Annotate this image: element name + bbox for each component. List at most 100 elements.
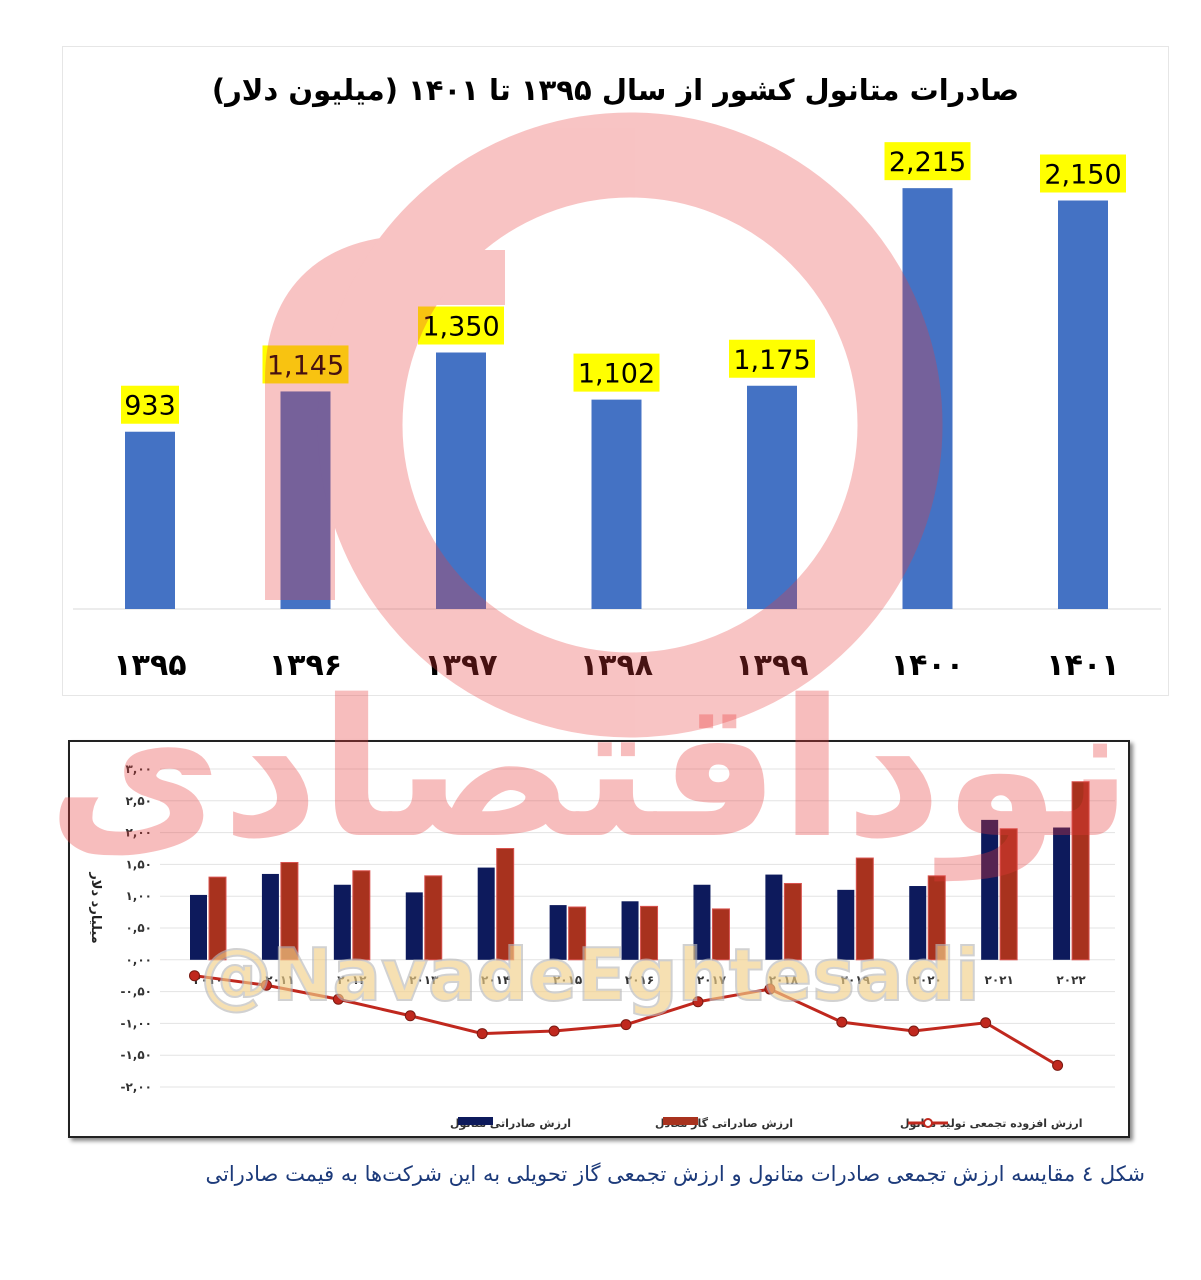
bottom-ytick-label-2: ۲,۰۰ — [125, 826, 152, 840]
top-category-label-6: ۱۴۰۱ — [1046, 648, 1119, 683]
bottom-bar-gas-2 — [352, 870, 371, 961]
bottom-bar-methanol-4 — [477, 867, 495, 960]
bottom-bar-methanol-10 — [909, 886, 927, 960]
bottom-bar-methanol-5 — [549, 905, 567, 960]
bottom-ytick-label-9: -۱,۵۰ — [120, 1048, 152, 1062]
top-category-label-3: ۱۳۹۸ — [580, 648, 653, 683]
bottom-bar-gas-0 — [208, 876, 227, 961]
bottom-bar-methanol-11 — [981, 819, 999, 960]
bottom-category-label-11: ۲۰۲۱ — [985, 973, 1014, 987]
bottom-bar-methanol-3 — [405, 892, 423, 960]
bottom-bar-methanol-2 — [333, 884, 351, 960]
bottom-line-point-6 — [620, 1019, 632, 1031]
bottom-ytick-label-7: -۰,۵۰ — [120, 985, 152, 999]
top-bar-0 — [125, 431, 175, 609]
top-category-label-0: ۱۳۹۵ — [113, 648, 186, 683]
bottom-category-label-9: ۲۰۱۹ — [841, 973, 871, 987]
top-bar-label-4: 1,175 — [733, 345, 810, 376]
bottom-chart-plot: ۳,۰۰ ۲,۵۰ ۲,۰۰ ۱,۵۰ ۱,۰۰ ۰,۵۰ ۰,۰۰ -۰,۵۰ -۱,۰۰ -۱… — [88, 762, 1115, 1130]
top-bar-4 — [747, 385, 797, 609]
bottom-bar-methanol-9 — [837, 889, 855, 960]
bottom-bar-methanol-1 — [261, 873, 279, 960]
bottom-line-point-8 — [764, 983, 776, 995]
bottom-category-label-4: ۲۰۱۴ — [481, 973, 510, 987]
bottom-ytick-label-3: ۱,۵۰ — [125, 857, 152, 871]
bottom-line-point-10 — [908, 1025, 920, 1037]
bottom-ytick-label-1: ۲,۵۰ — [125, 794, 152, 808]
bottom-bar-gas-12 — [1071, 781, 1090, 961]
bottom-line-point-1 — [260, 979, 272, 991]
bottom-category-label-3: ۲۰۱۳ — [409, 973, 439, 987]
bottom-bar-gas-3 — [424, 875, 443, 961]
top-category-label-1: ۱۳۹۶ — [269, 648, 342, 683]
top-chart-title: صادرات متانول کشور از سال ۱۳۹۵ تا ۱۴۰۱ (… — [211, 73, 1020, 107]
bottom-line-point-12 — [1052, 1059, 1064, 1071]
bottom-bar-gas-1 — [280, 861, 299, 961]
bottom-category-label-8: ۲۰۱۸ — [769, 973, 799, 987]
bottom-line-point-3 — [404, 1010, 416, 1022]
bottom-line-point-5 — [548, 1025, 560, 1037]
bottom-y-axis-label: میلیارد دلار — [88, 871, 103, 943]
top-bar-label-5: 2,215 — [889, 147, 966, 178]
bottom-ytick-label-10: -۲,۰۰ — [120, 1080, 152, 1094]
bottom-bar-gas-10 — [927, 875, 946, 961]
bottom-legend-marker-0 — [923, 1118, 933, 1128]
top-bar-label-6: 2,150 — [1044, 160, 1121, 191]
bottom-category-label-12: ۲۰۲۲ — [1056, 973, 1086, 987]
bottom-line-point-0 — [189, 970, 200, 982]
bottom-bar-methanol-0 — [190, 894, 207, 960]
top-bar-label-bg-0 — [121, 385, 179, 424]
top-bar-label-bg-5 — [884, 142, 971, 181]
bottom-category-label-2: ۲۰۱۲ — [337, 973, 367, 987]
bottom-bar-methanol-6 — [621, 901, 639, 960]
top-bar-1 — [280, 391, 331, 609]
top-bar-label-3: 1,102 — [578, 359, 655, 390]
bottom-bar-gas-11 — [999, 828, 1018, 961]
bottom-legend-label-0: ارزش افزوده تجمعی تولید متانول — [900, 1117, 1083, 1130]
bottom-category-label-10: ۲۰۲۰ — [913, 973, 942, 987]
bottom-line-point-2 — [332, 993, 344, 1005]
bottom-category-label-1: ۲۰۱۱ — [265, 973, 294, 987]
top-category-label-2: ۱۳۹۷ — [424, 648, 497, 683]
top-bar-5 — [902, 188, 953, 609]
bottom-bar-gas-7 — [711, 908, 730, 961]
top-bar-label-bg-6 — [1040, 154, 1126, 193]
bottom-legend-swatch-2 — [458, 1117, 493, 1125]
top-bar-label-bg-3 — [573, 353, 660, 392]
bottom-bar-gas-9 — [855, 857, 874, 961]
bottom-bar-methanol-7 — [693, 884, 711, 960]
bottom-bar-gas-8 — [783, 882, 802, 961]
top-bar-label-1: 1,145 — [267, 350, 344, 381]
bottom-bar-methanol-8 — [765, 874, 783, 960]
top-bar-2 — [436, 352, 486, 609]
bottom-chart-panel: ۳,۰۰ ۲,۵۰ ۲,۰۰ ۱,۵۰ ۱,۰۰ ۰,۵۰ ۰,۰۰ -۰,۵۰ -۱,۰۰ -۱… — [68, 740, 1130, 1138]
top-bar-label-bg-1 — [262, 345, 349, 384]
top-bar-label-bg-4 — [729, 339, 815, 378]
bottom-category-label-6: ۲۰۱۶ — [625, 973, 654, 987]
top-bar-label-bg-2 — [418, 306, 504, 345]
bottom-bar-methanol-12 — [1053, 827, 1071, 960]
top-bar-3 — [591, 399, 642, 609]
bottom-line-point-7 — [692, 996, 704, 1008]
top-bar-6 — [1058, 200, 1108, 609]
bottom-ytick-label-5: ۰,۵۰ — [125, 921, 152, 935]
bottom-line-point-4 — [476, 1028, 488, 1040]
bottom-ytick-label-8: -۱,۰۰ — [120, 1016, 152, 1030]
top-chart-panel: صادرات متانول کشور از سال ۱۳۹۵ تا ۱۴۰۱ (… — [62, 46, 1169, 696]
bottom-ytick-label-4: ۱,۰۰ — [125, 889, 152, 903]
top-bar-label-2: 1,350 — [422, 312, 499, 343]
bottom-bar-gas-4 — [496, 848, 515, 961]
bottom-category-label-7: ۲۰۱۷ — [697, 973, 727, 987]
bottom-ytick-label-6: ۰,۰۰ — [125, 953, 152, 967]
bottom-line-point-11 — [980, 1017, 992, 1029]
figure-caption: شکل ٤ مقایسه ارزش تجمعی صادرات متانول و … — [205, 1162, 1145, 1186]
bottom-ytick-label-0: ۳,۰۰ — [125, 762, 152, 776]
bottom-line-point-9 — [836, 1016, 848, 1028]
bottom-bar-gas-6 — [640, 905, 659, 961]
bottom-category-label-5: ۲۰۱۵ — [553, 973, 582, 987]
top-bar-label-0: 933 — [124, 391, 176, 422]
top-category-label-5: ۱۴۰۰ — [891, 648, 964, 683]
top-chart-plot: 933 ۱۳۹۵ 1,145 ۱۳۹۶ 1,350 ۱۳۹۷ 1,102 ۱۳۹۸ 1,175 ۱… — [73, 142, 1161, 683]
bottom-bar-gas-5 — [568, 906, 587, 961]
bottom-legend-swatch-1 — [663, 1117, 698, 1125]
